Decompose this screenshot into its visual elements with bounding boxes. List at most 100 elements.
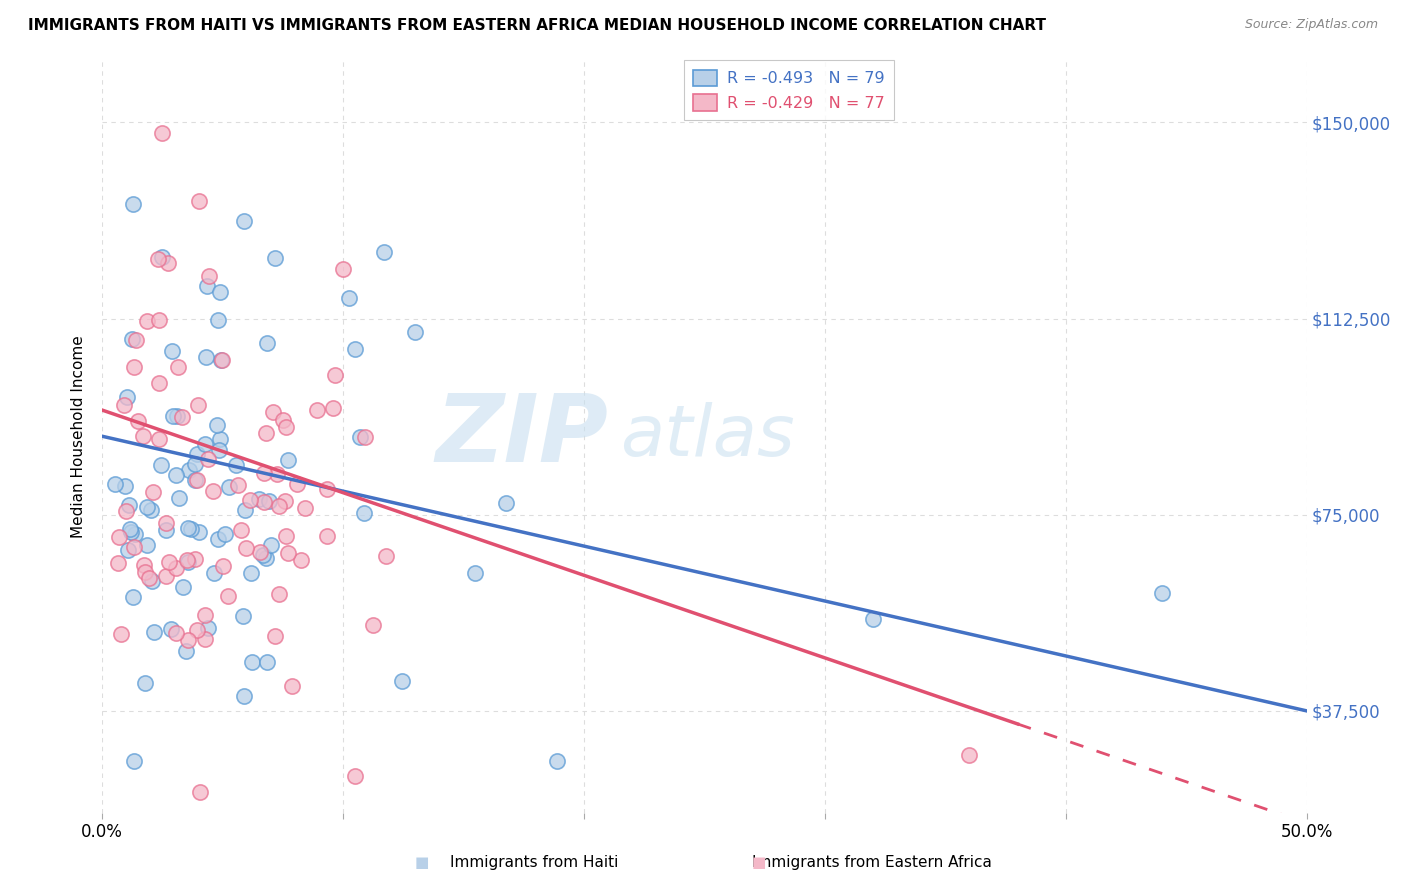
Point: [122, 359, 145, 374]
Point: [290, 552, 312, 566]
Point: [107, 556, 129, 570]
Point: [280, 679, 302, 693]
Text: atlas: atlas: [620, 401, 794, 471]
Point: [176, 553, 198, 567]
Point: [124, 333, 146, 347]
Y-axis label: Median Household Income: Median Household Income: [72, 334, 86, 538]
Point: [862, 612, 884, 626]
Point: [285, 477, 308, 491]
Point: [160, 622, 183, 636]
Point: [167, 359, 190, 374]
Point: [112, 398, 135, 412]
Point: [155, 569, 177, 583]
Point: [267, 587, 290, 601]
Point: [256, 655, 278, 669]
Point: [165, 467, 187, 482]
Point: [225, 458, 247, 472]
Point: [235, 541, 257, 555]
Point: [148, 376, 170, 390]
Point: [260, 538, 283, 552]
Text: ■: ■: [415, 855, 429, 870]
Point: [208, 285, 231, 300]
Point: [232, 689, 254, 703]
Point: [117, 542, 139, 557]
Point: [264, 629, 287, 643]
Point: [177, 555, 200, 569]
Point: [257, 493, 280, 508]
Point: [187, 194, 209, 208]
Point: [240, 655, 263, 669]
Point: [252, 548, 274, 562]
Point: [150, 251, 173, 265]
Point: [239, 566, 262, 580]
Point: [135, 538, 157, 552]
Point: [274, 529, 297, 543]
Point: [118, 498, 141, 512]
Point: [142, 484, 165, 499]
Point: [373, 244, 395, 259]
Point: [274, 494, 297, 508]
Point: [136, 314, 159, 328]
Point: [404, 325, 426, 339]
Point: [177, 633, 200, 648]
Point: [207, 312, 229, 326]
Point: [186, 623, 208, 637]
Point: [226, 478, 249, 492]
Point: [344, 769, 367, 783]
Point: [273, 413, 295, 427]
Point: [108, 530, 131, 544]
Point: [132, 558, 155, 572]
Point: [110, 627, 132, 641]
Text: Source: ZipAtlas.com: Source: ZipAtlas.com: [1244, 18, 1378, 31]
Point: [202, 566, 225, 580]
Point: [307, 403, 329, 417]
Point: [239, 492, 262, 507]
Point: [122, 754, 145, 768]
Point: [294, 501, 316, 516]
Point: [195, 350, 218, 364]
Point: [139, 502, 162, 516]
Point: [149, 458, 172, 473]
Point: [354, 430, 377, 444]
Point: [209, 352, 232, 367]
Point: [322, 401, 344, 416]
Point: [152, 126, 174, 140]
Point: [173, 580, 195, 594]
Point: [186, 446, 208, 460]
Point: [169, 491, 191, 505]
Point: [363, 617, 385, 632]
Point: [207, 532, 229, 546]
Point: [166, 409, 188, 423]
Point: [148, 432, 170, 446]
Point: [143, 625, 166, 640]
Point: [127, 414, 149, 428]
Point: [254, 551, 277, 566]
Point: [157, 256, 180, 270]
Point: [174, 643, 197, 657]
Point: [121, 332, 143, 346]
Point: [122, 540, 145, 554]
Point: [375, 549, 398, 563]
Point: [165, 626, 187, 640]
Point: [218, 480, 240, 494]
Point: [148, 313, 170, 327]
Point: [495, 495, 517, 509]
Point: [197, 622, 219, 636]
Point: [208, 442, 231, 457]
Point: [266, 467, 288, 482]
Text: ZIP: ZIP: [436, 391, 609, 483]
Point: [202, 484, 225, 499]
Point: [344, 342, 367, 356]
Point: [254, 426, 277, 441]
Point: [157, 555, 180, 569]
Point: [115, 504, 138, 518]
Point: [121, 591, 143, 605]
Point: [162, 409, 184, 423]
Point: [134, 675, 156, 690]
Point: [184, 457, 207, 471]
Point: [1152, 586, 1174, 600]
Legend: R = -0.493   N = 79, R = -0.429   N = 77: R = -0.493 N = 79, R = -0.429 N = 77: [683, 60, 894, 120]
Point: [233, 214, 256, 228]
Text: Immigrants from Eastern Africa: Immigrants from Eastern Africa: [752, 855, 991, 870]
Point: [120, 522, 142, 536]
